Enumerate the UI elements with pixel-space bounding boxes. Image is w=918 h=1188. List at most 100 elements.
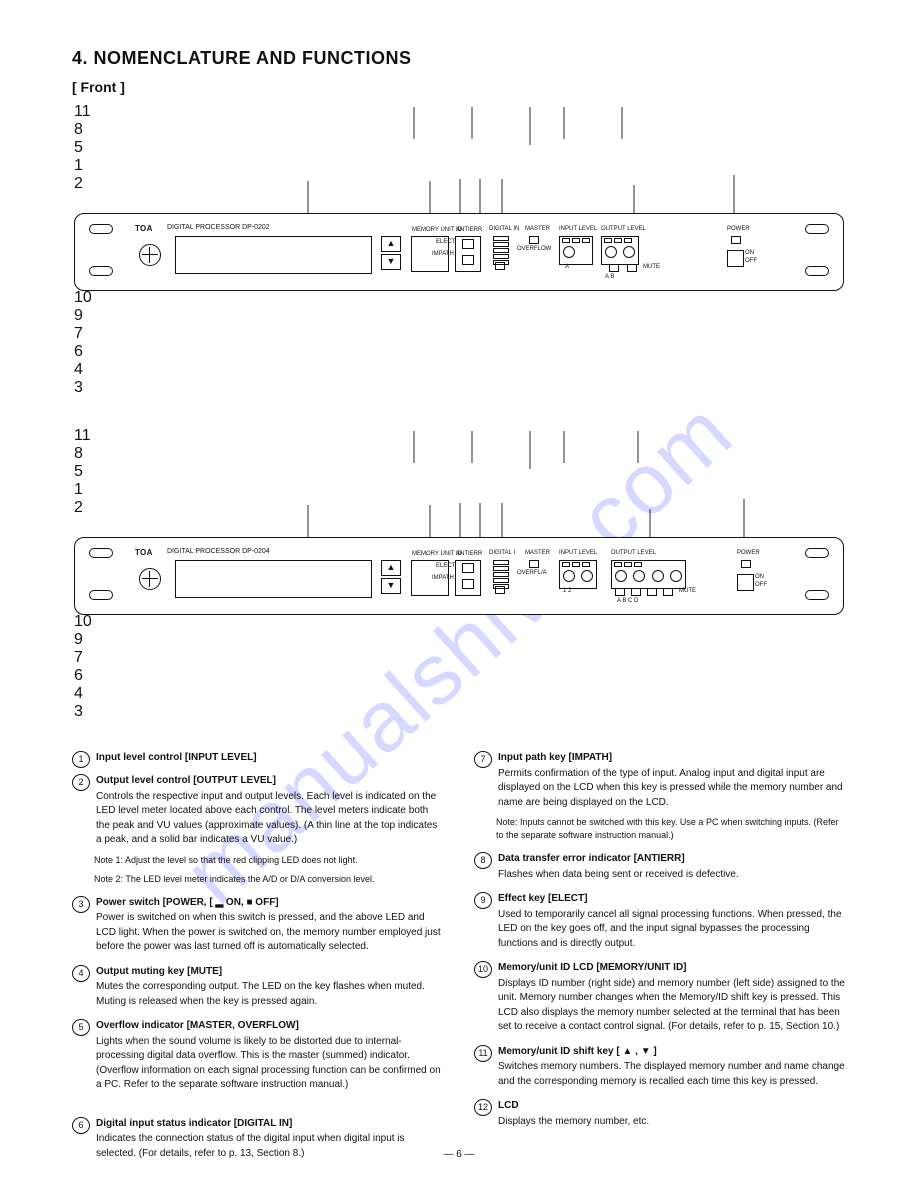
device-1-figure: 11 8 5 1 2 TOA DIGITAL PROCESSOR DP-0202… [74,103,844,397]
callout-item-number: 7 [474,751,492,768]
callout-item-head: Digital input status indicator [DIGITAL … [96,1118,292,1129]
power-label: POWER [737,550,760,556]
output-level-label: OUTPUT LEVEL [611,550,656,556]
callout-item-head: Power switch [POWER, [96,897,209,908]
digital-in-switch [495,586,505,594]
rack-ear-hole [89,590,113,600]
digital-in-switch [495,262,505,270]
elect-label: ELECT [436,563,455,569]
antierr-label: ANTIERR [456,227,482,233]
callout-item-number: 8 [474,852,492,869]
callout-number: 5 [74,463,844,481]
callout-item-extra: [ ▲ , ▼ ] [616,1046,656,1057]
overflow-label: OVERFL/A [517,570,547,576]
callout-item: 3 Power switch [POWER, [ ▂ ON, ■ OFF] Po… [72,896,444,955]
antierr-elect-button [462,239,474,249]
memory-unit-label: MEMORY UNIT ID [412,227,462,233]
memory-arrow-keys: ▲ ▼ [381,560,403,596]
mute-button [631,588,641,596]
callout-number: 11 [74,103,844,121]
output-level-knob [623,246,635,258]
mute-label: MUTE [643,264,660,270]
output-ch-label: A B [605,274,614,280]
callout-item-head: Input level control [INPUT LEVEL] [96,752,257,763]
mute-button [663,588,673,596]
callout-item-number: 10 [474,961,492,978]
input-level-label: INPUT LEVEL [559,550,597,556]
input-level-knob [563,246,575,258]
callout-item-head: Memory/unit ID LCD [MEMORY/UNIT ID] [498,962,687,973]
callout-item: 8 Data transfer error indicator [ANTIERR… [474,852,846,882]
callout-list-left: 1 Input level control [INPUT LEVEL] 2 Ou… [72,751,444,1167]
impath-label: IMPATH [432,575,454,581]
callout-note: Note 2: The LED level meter indicates th… [94,873,444,886]
input-level-knob [581,570,593,582]
front-screw [139,244,161,266]
callout-item-number: 11 [474,1045,492,1062]
callout-item-head: Overflow indicator [MASTER, OVERFLOW] [96,1020,299,1031]
input-level-group [559,560,597,589]
callout-item-desc: Lights when the sound volume is likely t… [96,1035,444,1093]
callout-item-desc: Switches memory numbers. The displayed m… [498,1060,846,1089]
callout-item-number: 3 [72,896,90,913]
callout-item: 9 Effect key [ELECT] Used to temporarily… [474,892,846,951]
callout-note: Note: Inputs cannot be switched with thi… [496,816,846,842]
power-on-label: ON [745,250,754,256]
callout-item-head: Input path key [IMPATH] [498,752,612,763]
digital-in-label: DIGITAL IN [489,226,519,232]
model-label: DIGITAL PROCESSOR DP-0204 [167,548,270,555]
callout-item-number: 12 [474,1099,492,1116]
callout-item-head: Output level control [OUTPUT LEVEL] [96,775,276,786]
input-ch-label: 1 2 [563,588,571,594]
callout-number: 7 [74,325,844,343]
callout-item-head: Output muting key [MUTE] [96,966,222,977]
callout-item: 6 Digital input status indicator [DIGITA… [72,1117,444,1162]
callout-number: 3 [74,703,844,721]
rack-ear-hole [805,224,829,234]
callout-number: 7 [74,649,844,667]
callout-item-desc: Indicates the connection status of the d… [96,1132,444,1161]
callout-item-number: 9 [474,892,492,909]
front-screw [139,568,161,590]
callout-item: 10 Memory/unit ID LCD [MEMORY/UNIT ID] D… [474,961,846,1035]
input-ch-label: A [565,264,569,270]
elect-label: ELECT [436,239,455,245]
callout-number: 8 [74,121,844,139]
mute-button [609,264,619,272]
callout-item-head: LCD [498,1100,519,1111]
callout-list: 1 Input level control [INPUT LEVEL] 2 Ou… [72,751,846,1167]
callout-item: 11 Memory/unit ID shift key [ ▲ , ▼ ] Sw… [474,1045,846,1090]
rack-ear-hole [805,266,829,276]
section-title: 4. NOMENCLATURE AND FUNCTIONS [72,48,846,69]
output-level-knob [633,570,645,582]
callout-item-number: 1 [72,751,90,768]
power-led [741,560,751,568]
callout-item-number: 4 [72,965,90,982]
impath-label: IMPATH [432,251,454,257]
antierr-elect-button [462,563,474,573]
callout-item-extra: [ ▂ ON, ■ OFF] [209,897,278,908]
callout-item: 5 Overflow indicator [MASTER, OVERFLOW] … [72,1019,444,1093]
callout-item: 7 Input path key [IMPATH] Permits confir… [474,751,846,810]
callout-item-desc: Power is switched on when this switch is… [96,911,444,955]
power-label: POWER [727,226,750,232]
callout-item: 12 LCD Displays the memory number, etc. [474,1099,846,1129]
lcd [175,236,372,274]
input-level-knob [563,570,575,582]
callout-item-number: 6 [72,1117,90,1134]
rack-ear-hole [89,266,113,276]
output-level-group [611,560,686,589]
master-led [529,236,539,244]
brand-logo: TOA [135,548,153,557]
device-1-chassis: TOA DIGITAL PROCESSOR DP-0202 ▲ ▼ MEMORY… [74,213,844,291]
callout-item-desc: Displays the memory number, etc. [498,1115,846,1130]
input-level-label: INPUT LEVEL [559,226,597,232]
callout-item: 1 Input level control [INPUT LEVEL] [72,751,444,768]
callout-number: 6 [74,343,844,361]
callout-number: 8 [74,445,844,463]
callout-note: Note 1: Adjust the level so that the red… [94,854,444,867]
callout-item-head: Data transfer error indicator [ANTIERR] [498,853,685,864]
digital-in-label: DIGITAL I [489,550,515,556]
callout-item-number: 2 [72,774,90,791]
mute-button [647,588,657,596]
